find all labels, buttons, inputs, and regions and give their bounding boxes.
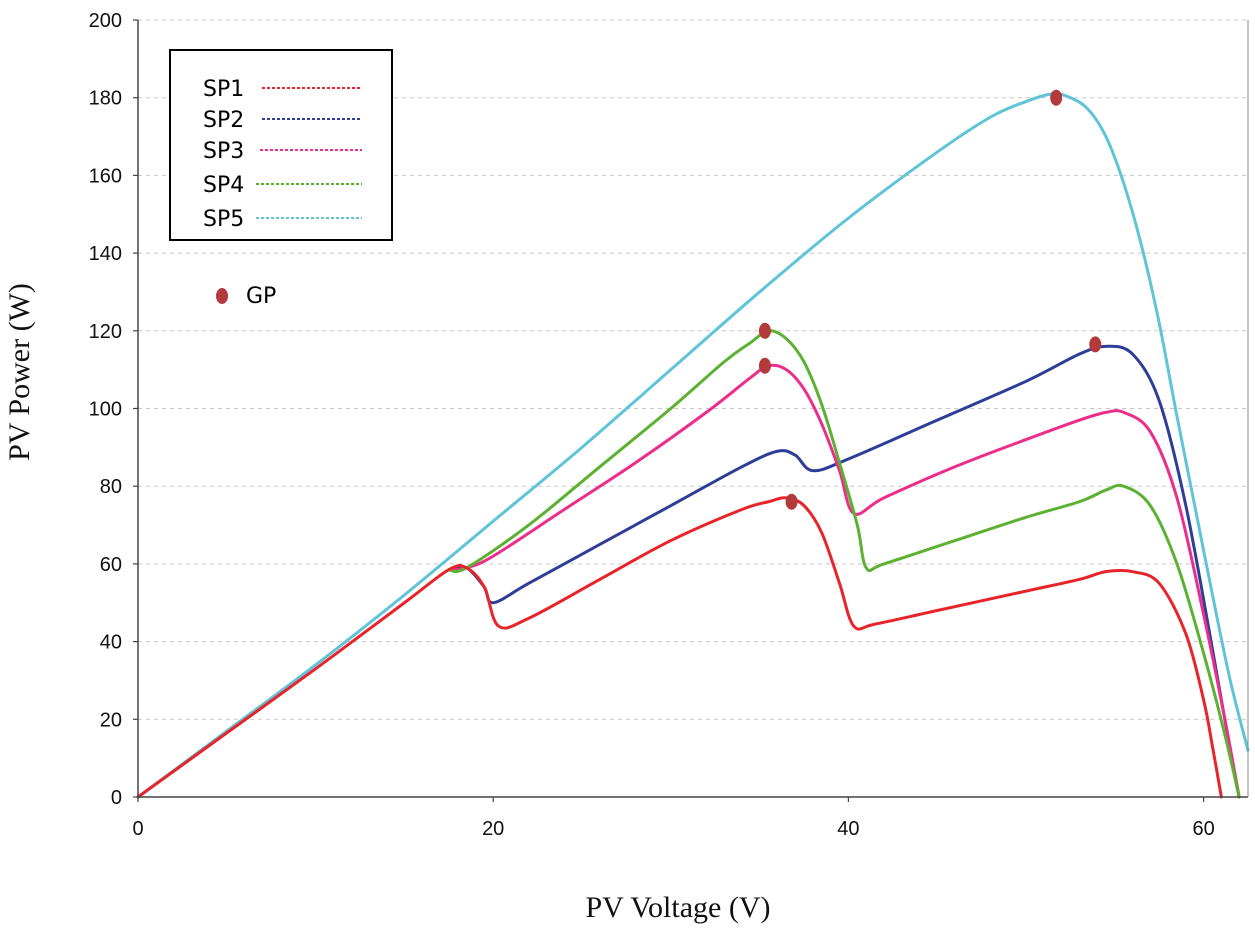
y-tick-label-120: 120 bbox=[89, 321, 122, 343]
gp-marker-4 bbox=[1050, 89, 1063, 106]
y-tick-label-140: 140 bbox=[89, 243, 122, 265]
y-tick-label-80: 80 bbox=[100, 476, 122, 498]
y-tick-label-160: 160 bbox=[89, 165, 122, 187]
x-tick-label-40: 40 bbox=[837, 818, 859, 840]
legend-label-sp3: SP3 bbox=[203, 139, 244, 164]
legend-label-sp5: SP5 bbox=[203, 207, 244, 232]
legend: SP1 SP2 SP3 SP4 SP5 bbox=[169, 49, 393, 241]
y-tick-label-200: 200 bbox=[89, 10, 122, 32]
y-tick-label-20: 20 bbox=[100, 709, 122, 731]
series-line-sp5 bbox=[136, 92, 1250, 799]
series-line-sp1 bbox=[136, 496, 1223, 799]
gp-marker-3 bbox=[785, 493, 798, 510]
legend-label-sp1: SP1 bbox=[203, 77, 244, 102]
gp-marker-5 bbox=[1089, 336, 1102, 353]
x-axis-title: PV Voltage (V) bbox=[585, 891, 770, 924]
series-line-sp4 bbox=[447, 329, 1241, 799]
y-axis-title: PV Power (W) bbox=[3, 283, 36, 461]
gp-markers bbox=[758, 89, 1102, 510]
y-tick-label-100: 100 bbox=[89, 399, 122, 421]
gp-legend-marker bbox=[216, 288, 228, 304]
legend-label-sp4: SP4 bbox=[203, 173, 244, 198]
y-tick-label-0: 0 bbox=[111, 787, 122, 809]
tick-labels: 0 20 40 60 80 100 120 140 160 180 200 0 20 40 60 bbox=[89, 10, 1215, 840]
x-tick-label-60: 60 bbox=[1192, 818, 1214, 840]
x-tick-label-20: 20 bbox=[482, 818, 504, 840]
series-line-sp2 bbox=[447, 344, 1241, 799]
legend-label-sp2: SP2 bbox=[203, 108, 244, 133]
y-tick-label-40: 40 bbox=[100, 632, 122, 654]
y-tick-label-60: 60 bbox=[100, 554, 122, 576]
y-tick-label-180: 180 bbox=[89, 88, 122, 110]
x-tick-label-0: 0 bbox=[132, 818, 143, 840]
gp-legend: GP bbox=[216, 284, 276, 309]
series-line-sp3 bbox=[447, 363, 1241, 799]
legend-box bbox=[169, 49, 393, 241]
gp-marker-2 bbox=[758, 357, 771, 374]
gp-legend-label: GP bbox=[246, 284, 276, 309]
gp-marker-1 bbox=[758, 322, 771, 339]
